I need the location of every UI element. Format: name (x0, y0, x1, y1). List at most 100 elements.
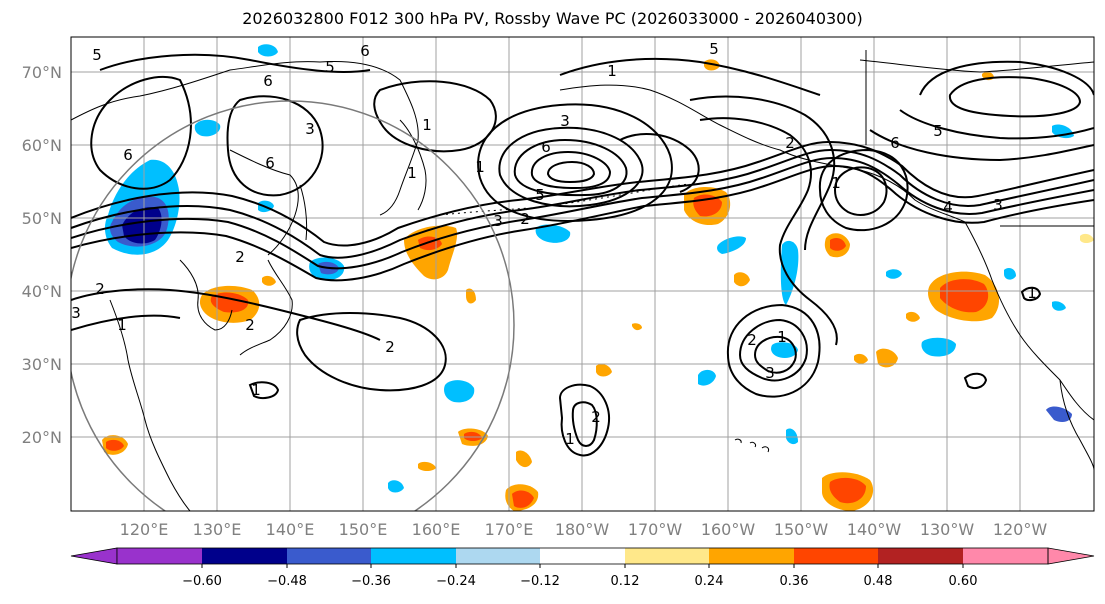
lon-label: 130°W (920, 520, 975, 539)
lat-label-30n: 30°N (22, 355, 62, 374)
contour-north-5 (559, 57, 821, 96)
contour-labels: 5 6 5 1 6 2 3 6 1 6 5 1 2 3 1 6 5 3 2 1 … (71, 40, 1037, 448)
contour-aleutian-low-3 (530, 150, 612, 190)
contour-jet-3 (71, 164, 1094, 282)
coast-okhotsk (229, 149, 299, 256)
contour-aleutian-low-2 (513, 138, 628, 197)
lon-label: 170°W (628, 520, 683, 539)
coast-alaska (559, 84, 966, 223)
colorbar: −0.60 −0.48 −0.36 −0.24 −0.12 0.12 0.24 … (70, 547, 1095, 589)
contour-s2 (963, 372, 988, 389)
contour-west-2 (71, 314, 181, 331)
contour-label: 2 (235, 248, 245, 266)
contour-jet-2 (71, 156, 1094, 270)
lat-label-50n: 50°N (22, 209, 62, 228)
contour-label: 5 (933, 122, 943, 140)
coast-kamchatka (399, 119, 427, 211)
colorbar-ticks (201, 564, 964, 568)
contour-label: 2 (245, 316, 255, 334)
coast-sakhalin (299, 184, 308, 241)
lat-label-20n: 20°N (22, 428, 62, 447)
contour-label: 2 (591, 408, 601, 426)
colorbar-extend-high (1047, 547, 1095, 565)
contour-label: 5 (92, 46, 102, 64)
pos-anomaly-s7 (596, 364, 612, 377)
coast-westcoast (964, 221, 1094, 421)
contour-label: 6 (360, 42, 370, 60)
contour-label: 4 (943, 198, 953, 216)
contour-label: 2 (747, 331, 757, 349)
pos-anomaly-s9 (418, 461, 436, 471)
pos-anomaly-s10 (906, 311, 920, 322)
colorbar-segment (625, 548, 709, 564)
contour-ne-3 (899, 109, 1094, 140)
neg-anomaly-e (780, 240, 799, 305)
colorbar-tick-label: −0.36 (351, 574, 391, 589)
contour-label: 2 (785, 134, 795, 152)
colorbar-tick-label: 0.48 (864, 574, 893, 589)
pos-anomaly-kamchatka (404, 225, 458, 280)
contour-label: 1 (475, 158, 485, 176)
pos-anomaly-s5 (876, 348, 898, 368)
pos-anomaly-calif-core (940, 279, 989, 313)
contour-label: 1 (407, 164, 417, 182)
lat-label-60n: 60°N (22, 136, 62, 155)
contour-north-4 (99, 53, 371, 73)
lat-label-70n: 70°N (22, 63, 62, 82)
contour-label: 1 (251, 381, 261, 399)
neg-anomaly-r (1052, 301, 1066, 311)
contour-s3 (1020, 286, 1042, 302)
coast-china (109, 299, 191, 511)
colorbar-segment (371, 548, 456, 564)
contour-aleutian-low-1 (498, 126, 644, 208)
contour-subtropical-3 (753, 335, 797, 374)
lon-label: 150°W (774, 520, 829, 539)
latitude-labels: 70°N 60°N 50°N 40°N 30°N 20°N (22, 63, 62, 447)
contour-north-1 (90, 75, 192, 190)
contour-trough-1 (558, 383, 610, 457)
contour-label: 1 (117, 316, 127, 334)
map-frame (70, 36, 1095, 512)
contour-label: 1 (422, 116, 432, 134)
contour-gulf-low-1 (833, 166, 888, 216)
figure-title: 2026032800 F012 300 hPa PV, Rossby Wave … (242, 9, 863, 28)
pos-anomaly-s12 (1080, 233, 1094, 243)
contour-jet-1 (71, 148, 1094, 259)
contour-label: 5 (325, 58, 335, 76)
colorbar-segment (878, 548, 963, 564)
colorbar-tick-label: −0.24 (436, 574, 476, 589)
pos-anomaly-sub1-core (829, 477, 866, 504)
neg-anomaly-j (698, 369, 716, 386)
pos-anomaly-bc-core (830, 238, 846, 251)
colorbar-segment (794, 548, 878, 564)
lon-label: 120°E (120, 520, 169, 539)
colorbar-extend-low (70, 547, 118, 565)
reference-circle (71, 100, 515, 511)
neg-anomaly-m (1004, 268, 1016, 280)
neg-anomaly-q (786, 428, 798, 445)
neg-anomaly-f (771, 342, 798, 358)
contour-label: 2 (520, 210, 530, 228)
pos-anomaly-s15 (262, 275, 276, 286)
neg-anomaly-g (444, 380, 475, 403)
colorbar-tick-label: −0.60 (182, 574, 222, 589)
contour-ne-1 (919, 60, 1094, 96)
contour-label: 1 (1027, 284, 1037, 302)
colorbar-tick-label: 0.36 (780, 574, 809, 589)
pos-anomaly-s2-core (464, 431, 482, 441)
contour-west-1 (71, 288, 381, 341)
neg-anomaly-p (388, 480, 404, 493)
colorbar-segment (287, 548, 371, 564)
colorbar-tick-label: 0.12 (611, 574, 640, 589)
pos-anomaly-s6 (516, 450, 532, 468)
contour-north-2 (226, 95, 324, 197)
lon-label: 140°W (847, 520, 902, 539)
longitude-labels: 120°E 130°E 140°E 150°E 160°E 170°E 180°… (120, 520, 1048, 539)
lon-label: 150°E (339, 520, 388, 539)
colorbar-frame (116, 547, 1049, 565)
pos-anomaly-s14 (632, 323, 642, 331)
contour-label: 6 (123, 146, 133, 164)
pos-anomaly-s4 (734, 272, 750, 287)
lon-label: 160°W (701, 520, 756, 539)
colorbar-segment (202, 548, 287, 564)
